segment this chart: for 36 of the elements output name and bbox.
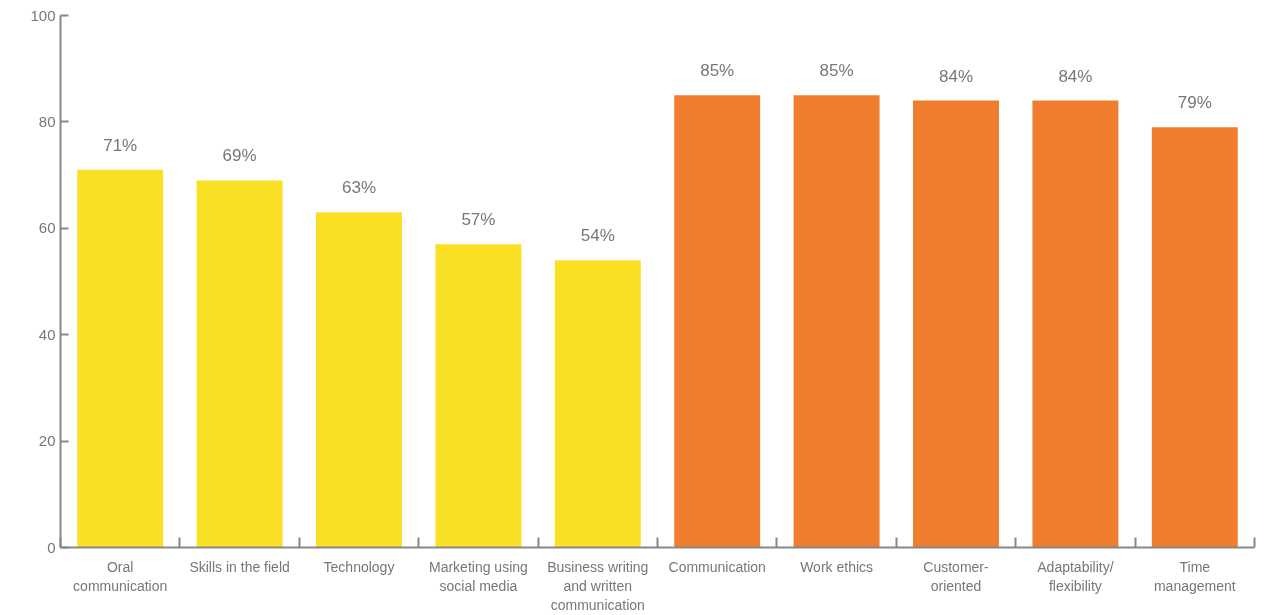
y-tick-label: 40 — [38, 325, 56, 343]
y-tick-label: 0 — [47, 538, 56, 556]
bar — [1151, 127, 1238, 548]
bar — [793, 95, 880, 548]
data-label: 71% — [103, 135, 138, 155]
data-label: 54% — [580, 226, 615, 246]
y-tick-label: 60 — [38, 219, 56, 237]
y-tick-label: 80 — [38, 112, 56, 130]
data-label: 84% — [938, 66, 974, 86]
y-tick-label: 100 — [30, 6, 56, 24]
bar — [435, 244, 522, 548]
y-tick-label: 20 — [38, 432, 56, 450]
data-label: 84% — [1058, 66, 1093, 86]
x-tick-label: Customer- oriented — [923, 558, 990, 594]
x-tick-label: Skills in the field — [189, 558, 290, 575]
bar — [196, 180, 283, 548]
data-label: 57% — [461, 210, 496, 230]
x-tick-label: Technology — [323, 558, 395, 575]
data-label: 69% — [222, 146, 257, 166]
bar — [554, 260, 641, 548]
x-tick-label: Communication — [668, 558, 766, 575]
data-label: 63% — [341, 178, 377, 198]
x-tick-label: Work ethics — [800, 558, 874, 575]
data-label: 79% — [1177, 93, 1212, 113]
x-tick-label: Marketing using social media — [428, 558, 528, 594]
x-tick-label: Business writing and written communication — [547, 558, 649, 613]
x-tick-label: Oral communication — [73, 558, 168, 594]
bar — [913, 100, 999, 548]
x-tick-label: Time management — [1153, 558, 1236, 594]
bar — [77, 169, 164, 548]
bar — [674, 95, 761, 548]
bar — [316, 212, 402, 548]
bar — [1032, 100, 1119, 548]
data-label: 85% — [819, 61, 854, 81]
data-label: 85% — [700, 61, 735, 81]
x-tick-label: Adaptability/ flexibility — [1037, 558, 1114, 594]
